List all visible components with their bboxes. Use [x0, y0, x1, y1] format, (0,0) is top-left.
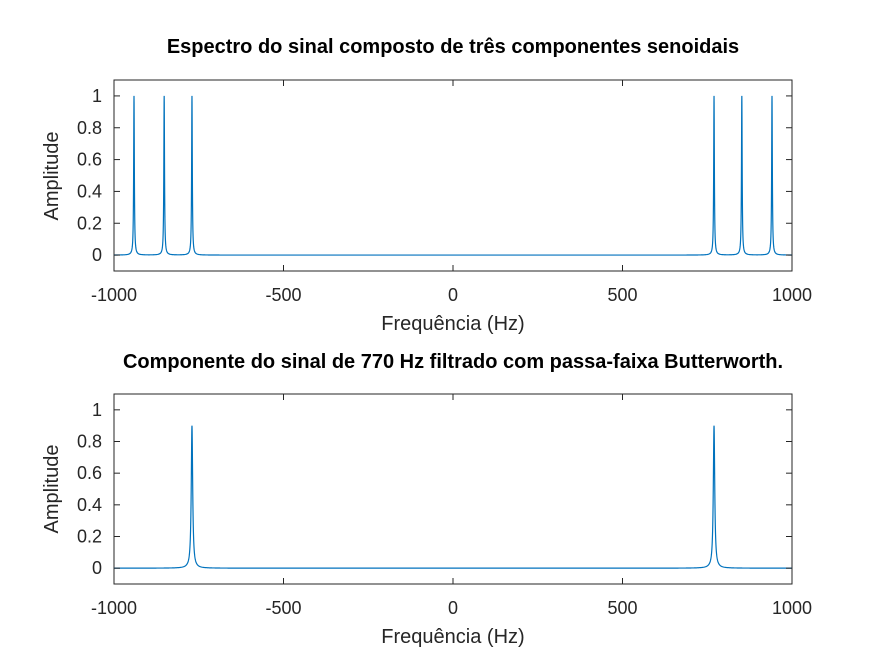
y-tick-label: 0.2 [77, 527, 102, 547]
plot-area [113, 79, 793, 272]
y-tick-label: 0 [92, 558, 102, 578]
x-tick-label: -500 [265, 598, 301, 618]
x-tick-label: -500 [265, 285, 301, 305]
y-axis-ticks: 0 0.2 0.4 0.6 0.8 1 [77, 400, 792, 578]
x-tick-label: -1000 [91, 285, 137, 305]
y-tick-label: 0.2 [77, 213, 102, 233]
x-axis-label: Frequência (Hz) [381, 313, 524, 335]
series-path [114, 425, 792, 569]
series-path [114, 95, 792, 256]
series-line [114, 95, 792, 256]
x-tick-label: 0 [448, 598, 458, 618]
plot-area [113, 393, 793, 585]
series-line [114, 425, 792, 569]
chart-title: Espectro do sinal composto de três compo… [167, 36, 739, 58]
x-axis-ticks: -1000 -500 0 500 1000 [91, 80, 812, 305]
x-tick-label: 500 [607, 598, 637, 618]
subplot-spectrum-composite: Espectro do sinal composto de três compo… [41, 36, 812, 335]
y-axis-label: Amplitude [41, 445, 63, 534]
x-tick-label: 1000 [772, 285, 812, 305]
y-tick-label: 0.4 [77, 495, 102, 515]
chart-title: Componente do sinal de 770 Hz filtrado c… [123, 351, 783, 373]
y-tick-label: 0.8 [77, 118, 102, 138]
x-tick-label: 500 [607, 285, 637, 305]
y-tick-label: 1 [92, 400, 102, 420]
x-tick-label: 1000 [772, 598, 812, 618]
x-axis-label: Frequência (Hz) [381, 626, 524, 648]
y-axis-label: Amplitude [41, 132, 63, 221]
y-tick-label: 0.6 [77, 150, 102, 170]
subplot-filtered-770hz: Componente do sinal de 770 Hz filtrado c… [41, 351, 812, 648]
y-tick-label: 0.6 [77, 463, 102, 483]
x-tick-label: 0 [448, 285, 458, 305]
y-tick-label: 0.8 [77, 432, 102, 452]
x-tick-label: -1000 [91, 598, 137, 618]
y-tick-label: 1 [92, 86, 102, 106]
y-tick-label: 0 [92, 245, 102, 265]
y-axis-ticks: 0 0.2 0.4 0.6 0.8 1 [77, 86, 792, 265]
x-axis-ticks: -1000 -500 0 500 1000 [91, 394, 812, 618]
y-tick-label: 0.4 [77, 181, 102, 201]
